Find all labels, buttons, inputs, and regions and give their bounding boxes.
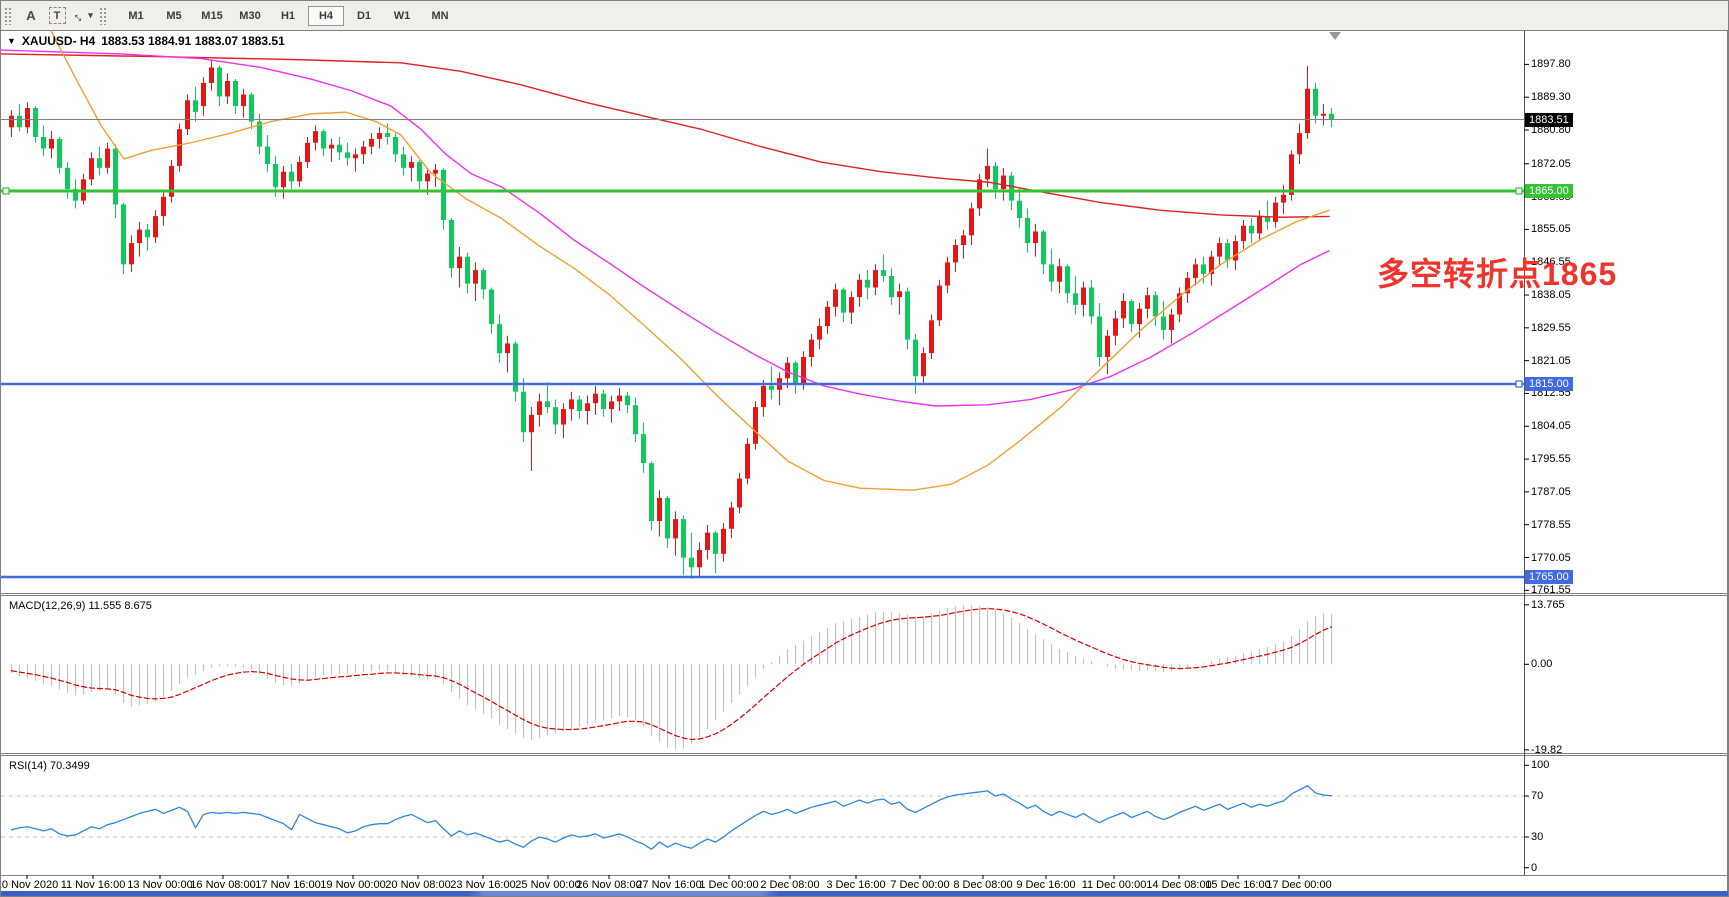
- time-axis-label: 2 Dec 08:00: [760, 879, 820, 891]
- price-axis-label: 1795.55: [1531, 453, 1571, 466]
- collapse-arrow-icon[interactable]: ▼: [7, 36, 16, 46]
- hline-1865-price-box[interactable]: 1865.00: [1525, 184, 1573, 198]
- ohlc-values: 1883.53 1884.91 1883.07 1883.51: [101, 34, 285, 48]
- chart-shift-marker-icon[interactable]: [1329, 32, 1341, 40]
- price-axis-label: 1821.05: [1531, 354, 1571, 367]
- price-axis-label: 1829.55: [1531, 321, 1571, 334]
- timeframe-button-w1[interactable]: W1: [393, 9, 411, 22]
- time-axis-label: 11 Nov 16:00: [60, 879, 126, 891]
- toolbar: A T ↔ ▾ M1 M5 M15 M30 H1 H4 D1 W1 MN: [1, 1, 1728, 31]
- time-axis-label: 14 Dec 08:00: [1146, 879, 1212, 891]
- timeframe-button-m15[interactable]: M15: [201, 9, 223, 22]
- indicator-axis-label: -19.82: [1531, 743, 1563, 756]
- timeframe-button-m1[interactable]: M1: [128, 9, 144, 22]
- price-axis-label: 1761.55: [1531, 584, 1571, 597]
- time-axis-label: 7 Dec 00:00: [890, 879, 950, 891]
- candlestick-series: [9, 59, 1334, 579]
- ma-fast-orange-line: [50, 30, 1330, 491]
- timeframe-button-h1[interactable]: H1: [280, 9, 296, 22]
- macd-indicator-label: MACD(12,26,9) 11.555 8.675: [9, 600, 152, 612]
- hline-1765-price-box[interactable]: 1765.00: [1525, 570, 1573, 584]
- time-axis-label: 11 Dec 00:00: [1081, 879, 1147, 891]
- chart-annotation-text: 多空转折点1865: [1377, 256, 1618, 292]
- macd-histogram: [10, 605, 1333, 750]
- ma-medium-magenta-line: [1, 49, 1330, 407]
- timeframe-button-d1[interactable]: D1: [356, 9, 372, 22]
- rsi-line: [10, 785, 1333, 850]
- timeframe-button-m30[interactable]: M30: [239, 9, 261, 22]
- toolbar-drag-handle[interactable]: [4, 6, 12, 25]
- price-axis-label: 1804.05: [1531, 420, 1571, 433]
- time-axis-label: 26 Nov 08:00: [576, 879, 642, 891]
- hline-1815-price-box[interactable]: 1815.00: [1525, 377, 1573, 391]
- label-tool-icon[interactable]: A: [26, 8, 36, 23]
- indicator-axis-label: 13.765: [1531, 598, 1565, 611]
- price-axis-label: 1838.05: [1531, 289, 1571, 302]
- rsi-indicator-label: RSI(14) 70.3499: [9, 760, 90, 772]
- time-axis-label: 20 Nov 08:00: [385, 879, 451, 891]
- timeframe-button-mn[interactable]: MN: [431, 9, 449, 22]
- price-axis-label: 1787.05: [1531, 485, 1571, 498]
- price-axis-label: 1872.05: [1531, 157, 1571, 170]
- time-axis-label: 17 Nov 16:00: [255, 879, 321, 891]
- time-axis-label: 23 Nov 16:00: [450, 879, 516, 891]
- taskbar-strip: [1, 891, 1728, 896]
- indicator-axis-label: 70: [1531, 790, 1544, 803]
- cursor-tool-icon[interactable]: ↔ ▾: [69, 4, 94, 27]
- timeframe-group-drag-handle[interactable]: [99, 6, 107, 25]
- ma-slow-red-line: [1, 53, 1330, 218]
- main-chart-canvas[interactable]: [1, 30, 1729, 897]
- time-axis-label: 27 Nov 16:00: [636, 879, 702, 891]
- indicator-axis-label: 0: [1531, 861, 1538, 874]
- price-axis-label: 1880.80: [1531, 124, 1571, 136]
- macd-signal-line: [10, 607, 1333, 741]
- indicator-axis-label: 100: [1531, 759, 1550, 772]
- indicator-axis-label: 0.00: [1531, 658, 1553, 671]
- hline-1865-handle[interactable]: [1515, 187, 1523, 195]
- time-axis-label: 9 Dec 16:00: [1016, 879, 1076, 891]
- time-axis-label: 3 Dec 16:00: [826, 879, 886, 891]
- time-axis-label: 10 Nov 2020: [0, 879, 59, 891]
- chart-title: ▼ XAUUSD- H4 1883.53 1884.91 1883.07 188…: [7, 34, 285, 48]
- time-axis-label: 25 Nov 00:00: [515, 879, 581, 891]
- indicator-axis-label: 30: [1531, 830, 1544, 843]
- price-axis-label: 1855.05: [1531, 223, 1571, 236]
- price-axis-label: 1770.05: [1531, 551, 1571, 564]
- diagonal-arrows-icon: ↔: [69, 4, 91, 27]
- time-axis-label: 8 Dec 08:00: [953, 879, 1013, 891]
- current-price-box[interactable]: 1883.51: [1525, 112, 1573, 127]
- time-axis-label: 19 Nov 00:00: [320, 879, 386, 891]
- dropdown-caret-icon[interactable]: ▾: [88, 10, 93, 20]
- price-axis-label: 1897.80: [1531, 58, 1571, 71]
- timeframe-button-h4[interactable]: H4: [308, 5, 344, 26]
- hline-1865-handle[interactable]: [2, 187, 10, 195]
- hline-1815-handle[interactable]: [1515, 380, 1523, 388]
- text-tool-icon[interactable]: T: [46, 5, 68, 27]
- symbol-period-label: XAUUSD- H4: [21, 34, 96, 48]
- time-axis-label: 15 Dec 16:00: [1205, 879, 1271, 891]
- time-axis-label: 16 Nov 08:00: [190, 879, 256, 891]
- text-tool-box: T: [48, 7, 66, 24]
- price-axis-label: 1846.55: [1531, 256, 1571, 269]
- timeframe-button-m5[interactable]: M5: [166, 9, 182, 22]
- time-axis-label: 13 Nov 00:00: [127, 879, 193, 891]
- price-axis-label: 1778.55: [1531, 518, 1571, 531]
- timeframe-button-group: M1 M5 M15 M30 H1 H4 D1 W1 MN: [117, 5, 459, 26]
- time-axis-label: 17 Dec 00:00: [1266, 879, 1332, 891]
- price-axis-label: 1889.30: [1531, 91, 1571, 104]
- time-axis-label: 1 Dec 00:00: [699, 879, 759, 891]
